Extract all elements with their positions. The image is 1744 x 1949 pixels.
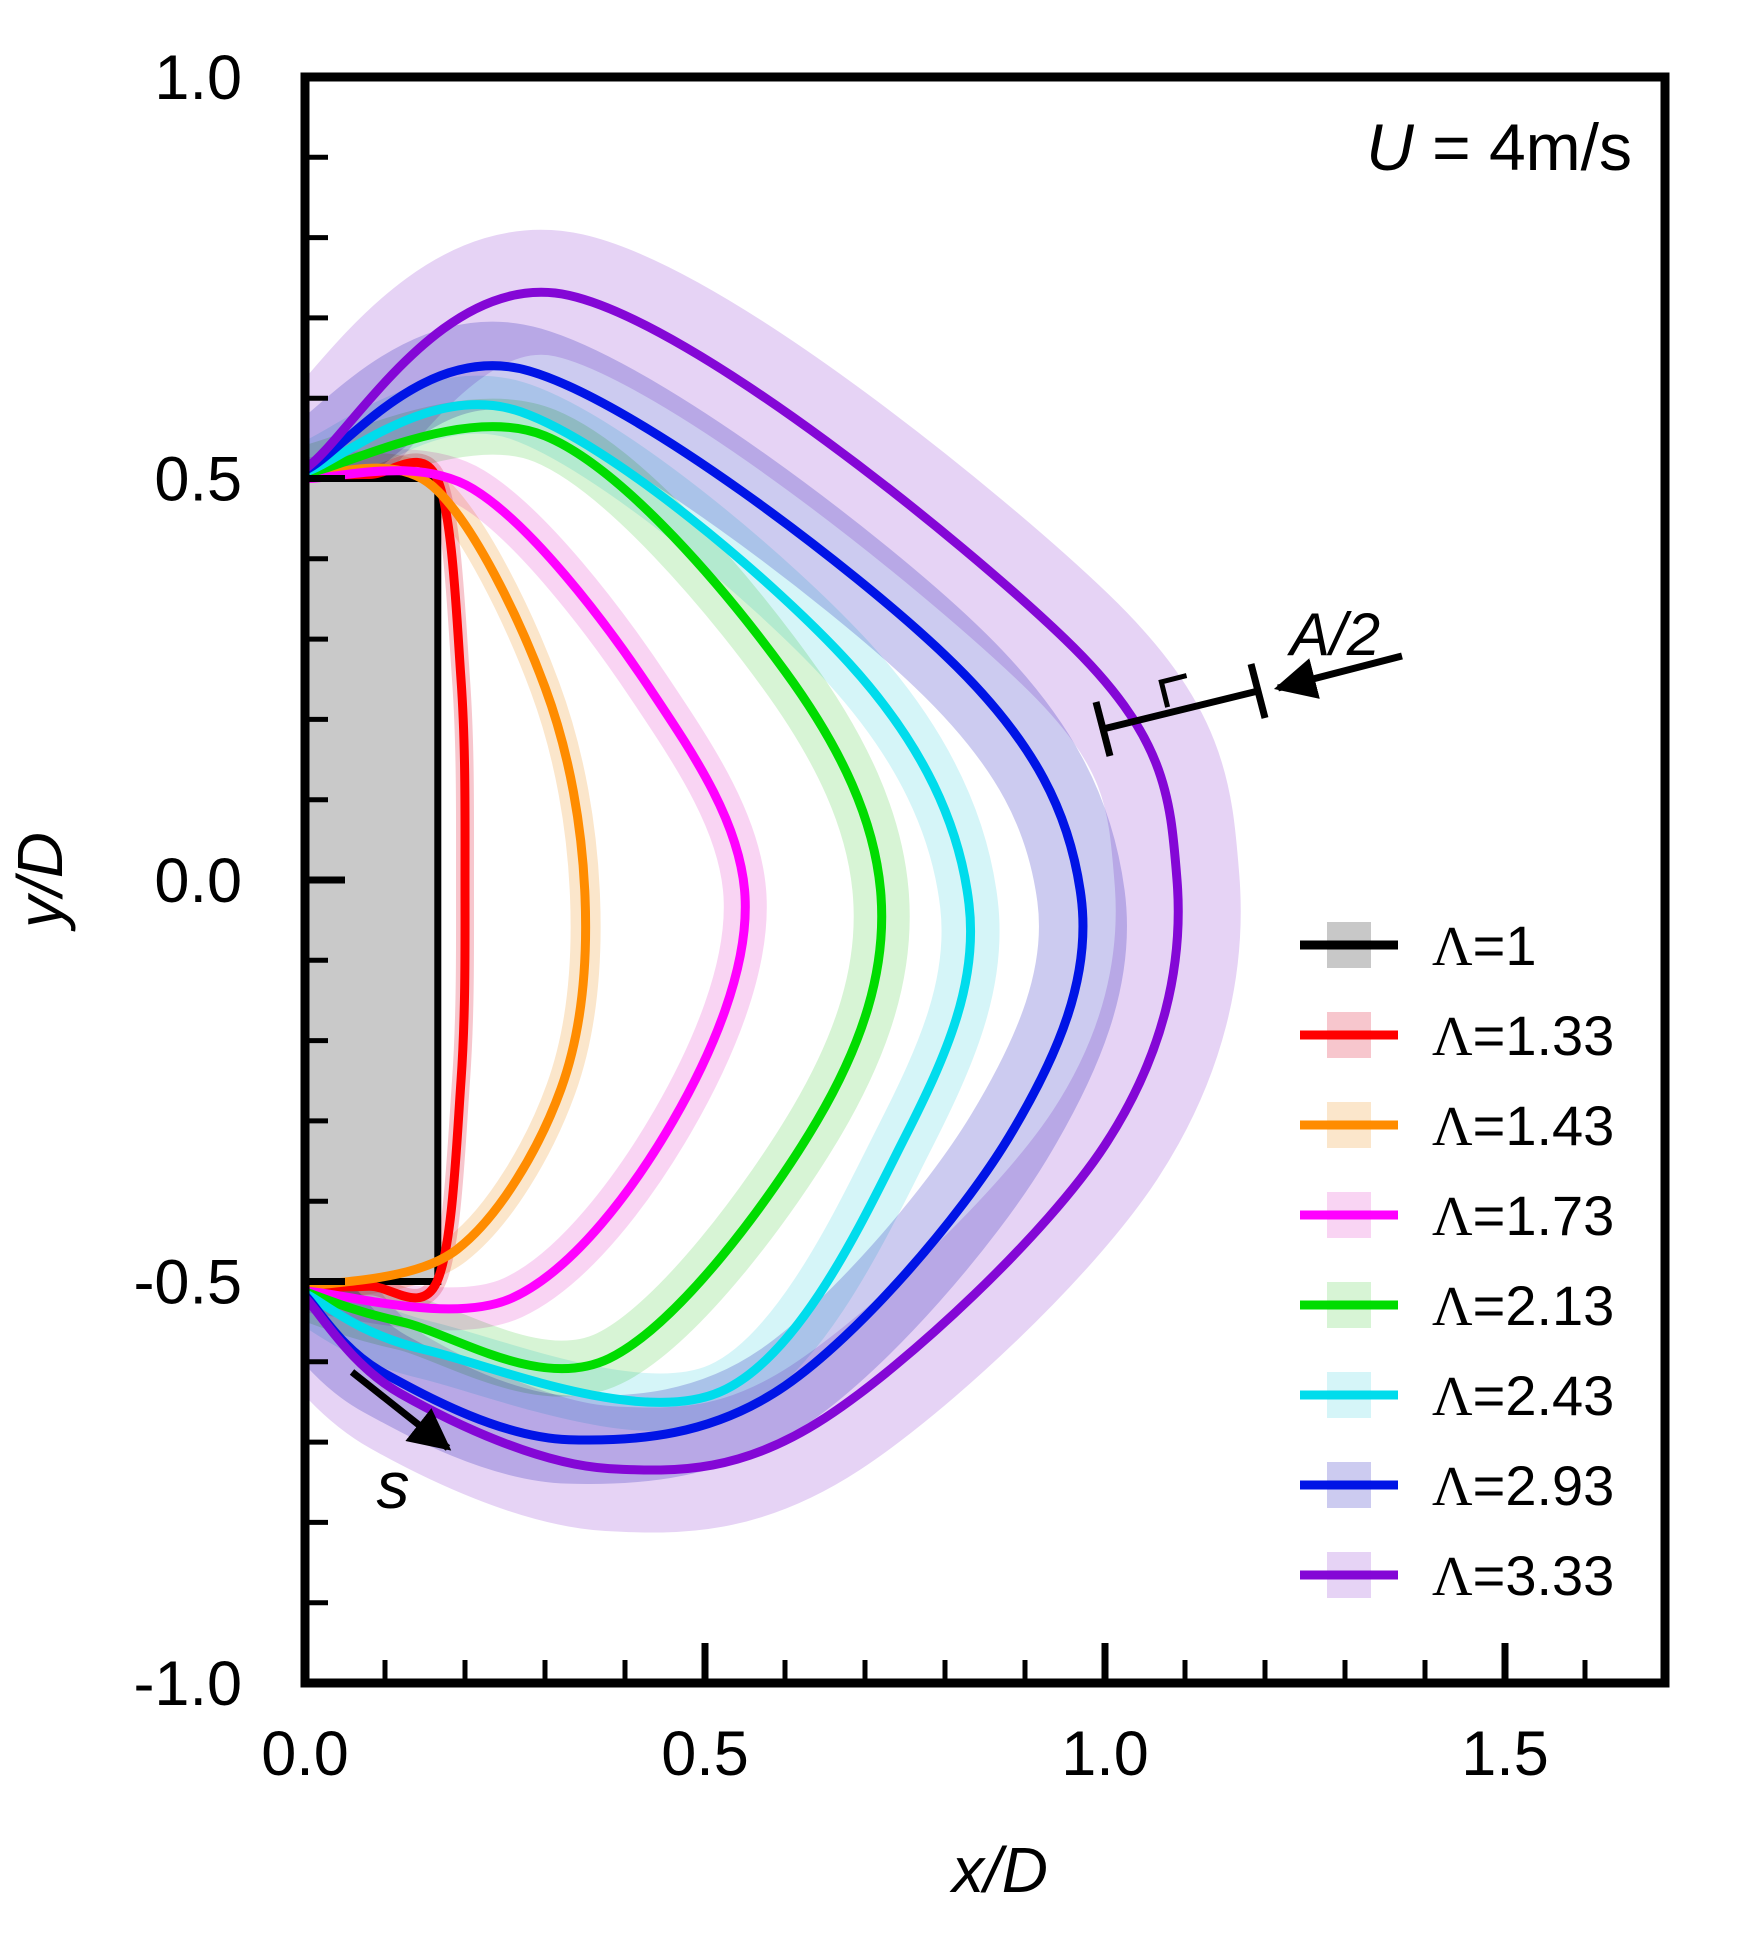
legend-entry-lambda-2.93: Λ=2.93 <box>1300 1454 1614 1518</box>
legend-label: Λ=2.13 <box>1432 1274 1614 1338</box>
x-tick-label: 1.5 <box>1461 1719 1549 1789</box>
boundary-lines <box>305 288 1183 1475</box>
amplitude-arrow <box>1273 652 1403 699</box>
curve-lambda-1.43 <box>305 463 591 1292</box>
arc-length-label: s <box>377 1448 410 1522</box>
legend-entry-lambda-2.43: Λ=2.43 <box>1300 1364 1614 1428</box>
x-tick-label: 0.5 <box>661 1719 749 1789</box>
y-tick-label: 0.0 <box>154 846 242 916</box>
condition-label: U = 4m/s <box>1366 110 1632 184</box>
y-axis-title: y/D <box>4 832 76 932</box>
legend-label: Λ=3.33 <box>1432 1544 1614 1608</box>
legend-label: Λ=1.73 <box>1432 1184 1614 1248</box>
legend-entry-lambda-2.13: Λ=2.13 <box>1300 1274 1614 1338</box>
curve-lambda-1.73 <box>305 466 750 1314</box>
curve-lambda-2.43 <box>305 400 976 1407</box>
legend-label: Λ=2.43 <box>1432 1364 1614 1428</box>
legend: Λ=1 Λ=1.33 Λ=1.43 Λ=1.73 Λ=2.13 Λ=2.43 Λ=2.93 Λ… <box>1300 914 1614 1608</box>
legend-label: Λ=1.43 <box>1432 1094 1614 1158</box>
y-tick-label: 0.5 <box>154 445 242 515</box>
legend-entry-lambda-1.73: Λ=1.73 <box>1300 1184 1614 1248</box>
legend-label: Λ=1 <box>1432 914 1536 978</box>
legend-label: Λ=1.33 <box>1432 1004 1614 1068</box>
curve-lambda-3.33 <box>305 288 1183 1475</box>
legend-entry-lambda-1.43: Λ=1.43 <box>1300 1094 1614 1158</box>
dimension-end-tick <box>1247 663 1269 719</box>
dimension-end-tick <box>1092 701 1114 757</box>
curve-lambda-1.33 <box>305 457 470 1303</box>
legend-label: Λ=2.93 <box>1432 1454 1614 1518</box>
curve-lambda-2.13 <box>305 422 887 1374</box>
curves-layer <box>305 230 1241 1533</box>
legend-entry-lambda-1: Λ=1 <box>1300 914 1536 978</box>
condition-value: = 4m/s <box>1414 110 1632 184</box>
y-tick-label: 1.0 <box>154 43 242 113</box>
legend-entry-lambda-1.33: Λ=1.33 <box>1300 1004 1614 1068</box>
axis-ticks <box>301 73 1588 1687</box>
y-tick-label: -0.5 <box>133 1248 242 1318</box>
legend-entry-lambda-3.33: Λ=3.33 <box>1300 1544 1614 1608</box>
curve-lambda-2.93 <box>305 361 1088 1445</box>
dimension-line <box>1102 687 1259 733</box>
y-tick-label: -1.0 <box>133 1649 242 1719</box>
arc-length-arrow <box>349 1369 452 1451</box>
x-axis-title: x/D <box>949 1834 1048 1906</box>
plot-frame <box>300 72 1670 1688</box>
half-amplitude-label: A/2 <box>1287 601 1380 668</box>
condition-variable: U <box>1366 110 1414 184</box>
right-angle-marker <box>1158 673 1188 708</box>
x-tick-label: 0.0 <box>261 1719 349 1789</box>
bluff-body-rectangle <box>305 475 442 1285</box>
axis-tick-labels: 0.0 0.5 1.0 1.5 1.0 0.5 0.0 -0.5 -1.0 <box>133 43 1548 1789</box>
x-tick-label: 1.0 <box>1061 1719 1149 1789</box>
half-amplitude-annotation <box>1092 652 1403 757</box>
